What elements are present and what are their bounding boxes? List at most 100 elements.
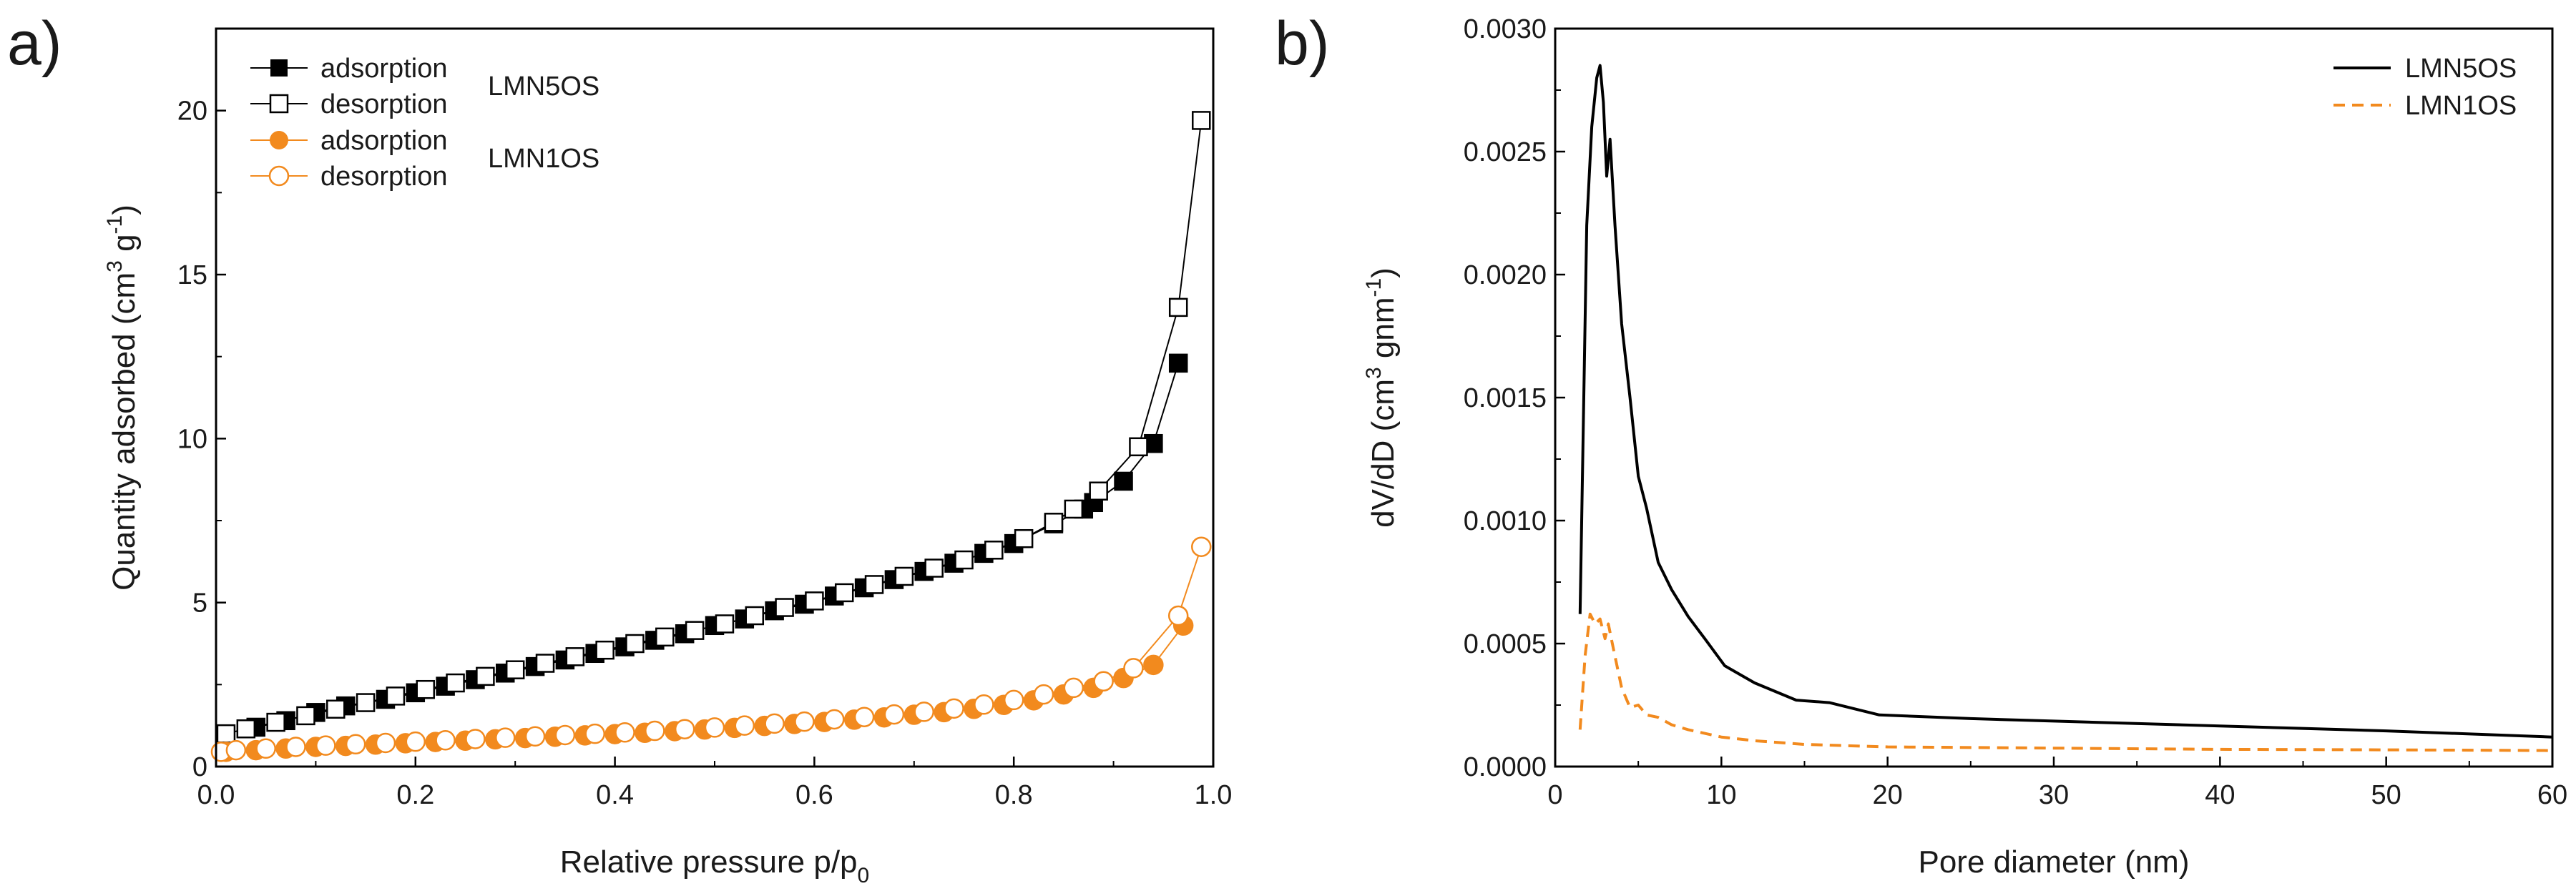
panel-b-grid: 0 10 20 30 40 50 60 0.0000 0.0005 0.0010 0.0015 0.0…: [1464, 14, 2567, 810]
data-point-lmn1os-desorption: [495, 727, 516, 748]
data-point-lmn1os-desorption: [704, 717, 725, 738]
data-point-lmn1os-desorption: [883, 704, 905, 725]
data-point-lmn5os-desorption: [236, 719, 256, 739]
y-tick-label: 0: [192, 752, 207, 782]
data-point-lmn5os-desorption: [715, 614, 735, 634]
panel-a-y-axis-title: Quantity adsorbed (cm3 g-1): [103, 205, 142, 591]
data-point-lmn1os-desorption: [225, 739, 247, 761]
data-point-lmn5os-desorption: [535, 654, 555, 673]
data-point-lmn5os-desorption: [745, 606, 765, 626]
x-tick-label: 30: [2039, 780, 2069, 810]
y-tick-label: 0.0020: [1464, 260, 1547, 290]
data-point-lmn1os-desorption: [1191, 536, 1212, 557]
data-point-lmn5os-desorption: [476, 666, 495, 686]
data-point-lmn5os-desorption: [834, 583, 854, 603]
legend-label-lmn5os: LMN5OS: [2405, 54, 2517, 84]
data-point-lmn1os-desorption: [674, 719, 695, 739]
x-tick-label: 60: [2537, 780, 2567, 810]
panel-a-y-axis-title-main: Quantity adsorbed (cm: [107, 272, 142, 591]
legend-marker-open-circle: [268, 165, 290, 187]
data-point-lmn5os-desorption: [625, 634, 645, 654]
legend-label-lmn5os-desorption: desorption: [320, 89, 447, 119]
series-line-lmn5os: [1578, 64, 2553, 739]
series-line-lmn5os-adsorption: [255, 363, 1180, 728]
data-point-lmn5os-desorption: [1089, 481, 1108, 501]
data-point-lmn1os-desorption: [1003, 689, 1024, 711]
panel-b-label: b): [1275, 9, 1329, 78]
data-point-lmn5os-desorption: [595, 640, 614, 660]
panel-a-grid: 0.0 0.2 0.4 0.6 0.8 1.0 0 5 10 15 20: [177, 28, 1233, 810]
panel-b-plot-frame: [1554, 27, 2554, 768]
data-point-lmn1os-desorption: [435, 730, 456, 751]
x-tick-label: 1.0: [1195, 780, 1233, 810]
data-point-lmn1os-desorption: [734, 715, 755, 736]
data-point-lmn1os-desorption: [375, 732, 396, 754]
legend-label-lmn1os-desorption: desorption: [320, 162, 447, 192]
series-line-lmn1os: [1578, 612, 2553, 752]
data-point-lmn1os-desorption: [315, 735, 336, 756]
data-point-lmn5os-adsorption: [1114, 471, 1133, 491]
data-point-lmn5os-desorption: [864, 575, 884, 594]
data-point-lmn5os-desorption: [1064, 499, 1084, 519]
legend-entry-lmn5os: LMN5OS: [2333, 54, 2517, 84]
data-point-lmn5os-desorption: [266, 712, 285, 732]
data-point-lmn5os-desorption: [326, 699, 346, 719]
data-point-lmn1os-desorption: [465, 729, 486, 749]
panel-b-series-lines: [1578, 64, 2553, 752]
panel-a-y-axis-title-mid: g: [107, 234, 142, 260]
panel-a-label: a): [7, 9, 62, 78]
data-point-lmn5os-desorption: [1192, 111, 1211, 130]
data-point-lmn5os-desorption: [416, 679, 435, 699]
data-point-lmn1os-desorption: [824, 709, 845, 730]
panel-a: a) 0.0 0.2 0.4 0.6 0.8 1.0 0 5 10 15 20 Relative p…: [7, 9, 1232, 887]
data-point-lmn1os-desorption: [345, 734, 366, 755]
data-point-lmn5os-desorption: [685, 621, 705, 640]
data-point-lmn1os-desorption: [405, 731, 426, 752]
panel-a-x-axis-title-main: Relative pressure p/p: [560, 845, 858, 880]
data-point-lmn5os-desorption: [655, 627, 675, 647]
data-point-lmn1os-desorption: [1123, 658, 1144, 679]
panel-a-x-axis-title: Relative pressure p/p0: [560, 845, 869, 887]
y-tick-label: 15: [177, 260, 207, 290]
x-tick-label: 50: [2371, 780, 2401, 810]
legend-marker-filled-square: [270, 59, 288, 77]
x-tick-label: 0.2: [396, 780, 434, 810]
data-point-lmn5os-desorption: [386, 686, 406, 706]
data-point-lmn1os-desorption: [255, 738, 276, 759]
data-point-lmn1os-desorption: [554, 724, 576, 746]
y-tick-label: 0.0030: [1464, 14, 1547, 44]
panel-a-plot-frame: [215, 27, 1215, 768]
y-tick-label: 0.0015: [1464, 383, 1547, 413]
legend-sample-label-lmn1os: LMN1OS: [488, 144, 599, 174]
data-point-lmn1os-desorption: [1167, 605, 1189, 626]
data-point-lmn5os-desorption: [924, 558, 944, 578]
panel-a-y-axis-title-end: ): [107, 205, 142, 215]
y-tick-label: 0.0000: [1464, 752, 1547, 782]
data-point-lmn5os-desorption: [446, 673, 465, 693]
data-point-lmn5os-desorption: [894, 566, 914, 586]
data-point-lmn5os-desorption: [984, 541, 1004, 560]
data-point-lmn5os-adsorption: [1168, 353, 1188, 373]
data-point-lmn1os-desorption: [1033, 684, 1054, 705]
y-tick-label: 20: [177, 97, 207, 127]
panel-b-y-axis-title-sup1: 3: [1362, 367, 1386, 379]
data-point-lmn1os-desorption: [1093, 671, 1114, 691]
y-tick-label: 0.0025: [1464, 137, 1547, 167]
x-tick-label: 0: [1547, 780, 1562, 810]
panel-a-y-axis-title-sup1: 3: [103, 260, 127, 272]
data-point-lmn5os-desorption: [356, 693, 376, 712]
x-tick-label: 0.4: [596, 780, 634, 810]
data-point-lmn1os-desorption: [764, 713, 785, 734]
data-point-lmn5os-desorption: [216, 724, 236, 744]
y-tick-label: 0.0005: [1464, 629, 1547, 659]
panel-a-series-lines: [220, 120, 1203, 753]
legend-entry-lmn5os-adsorption: adsorption: [250, 54, 447, 84]
legend-sample-label-lmn5os: LMN5OS: [488, 72, 599, 102]
data-point-lmn1os-desorption: [645, 720, 665, 742]
panel-a-x-axis-title-sub: 0: [858, 864, 870, 887]
panel-a-series-markers: [210, 111, 1212, 762]
data-point-lmn1os-desorption: [914, 701, 934, 722]
legend-marker-filled-circle: [270, 131, 288, 149]
legend-label-lmn1os-adsorption: adsorption: [320, 126, 447, 156]
